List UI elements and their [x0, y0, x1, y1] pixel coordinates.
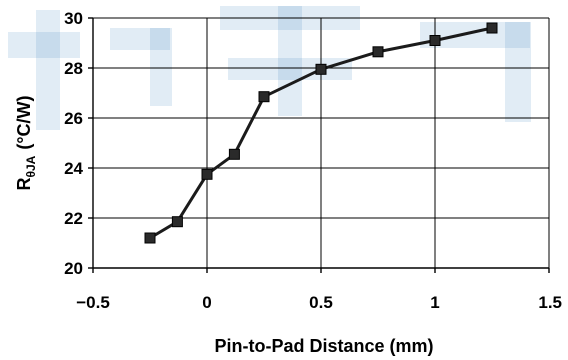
x-axis-title: Pin-to-Pad Distance (mm) — [214, 336, 433, 356]
x-tick-label-0: −0.5 — [76, 293, 110, 312]
y-tick-label-1: 22 — [64, 209, 83, 228]
data-point-6 — [372, 46, 384, 58]
data-point-0 — [144, 232, 156, 244]
y-axis-title-main: R — [14, 178, 34, 191]
x-tick-labels: −0.5 0 0.5 1 1.5 — [76, 293, 562, 312]
data-point-2 — [201, 168, 213, 180]
data-markers — [144, 22, 498, 244]
data-point-4 — [258, 91, 270, 103]
y-axis-title: RθJA (°C/W) — [14, 95, 38, 190]
y-tick-label-2: 24 — [64, 159, 83, 178]
y-tick-label-3: 26 — [64, 109, 83, 128]
y-tick-label-4: 28 — [64, 59, 83, 78]
data-point-7 — [429, 35, 441, 46]
y-axis-title-unit: (°C/W) — [14, 95, 34, 149]
x-tick-label-3: 1 — [430, 293, 439, 312]
y-tick-labels: 20 22 24 26 28 30 — [64, 9, 83, 278]
y-tick-label-0: 20 — [64, 259, 83, 278]
data-point-5 — [315, 63, 327, 75]
y-axis-title-subscript: θJA — [24, 155, 38, 177]
data-point-8 — [486, 22, 498, 34]
x-tick-label-2: 0.5 — [309, 293, 333, 312]
x-tick-label-1: 0 — [202, 293, 211, 312]
data-point-1 — [171, 216, 183, 228]
x-tick-label-4: 1.5 — [538, 293, 562, 312]
plot-axes — [88, 17, 550, 273]
y-tick-label-5: 30 — [64, 9, 83, 28]
data-point-3 — [228, 148, 240, 160]
